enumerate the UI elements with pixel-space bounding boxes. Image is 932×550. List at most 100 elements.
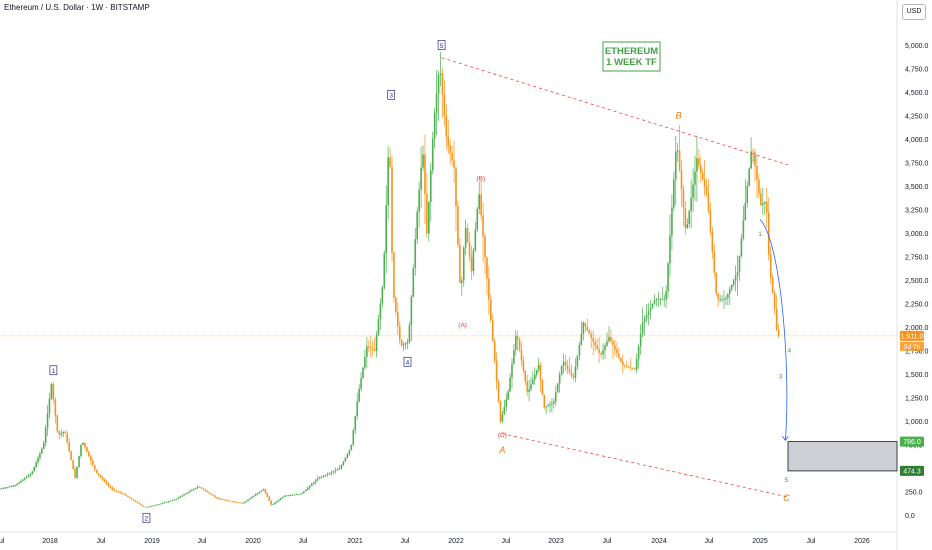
candle-body	[590, 334, 593, 338]
candle	[435, 70, 438, 136]
candle-body	[476, 208, 479, 230]
wave-label: (A)	[458, 322, 467, 329]
candle	[295, 493, 297, 496]
candle-body	[725, 298, 727, 300]
candle	[314, 478, 317, 485]
candle	[299, 493, 301, 495]
candle-body	[227, 500, 230, 502]
candle	[586, 318, 589, 332]
candle	[534, 367, 536, 385]
candle	[715, 272, 718, 296]
candles	[0, 52, 780, 508]
candle	[214, 494, 216, 499]
candle-body	[566, 365, 569, 370]
candle	[278, 499, 280, 502]
candle	[279, 497, 282, 501]
candle	[179, 496, 181, 499]
wave-label: (B)	[477, 175, 486, 182]
candle	[330, 470, 333, 476]
candle	[119, 490, 121, 494]
candle-body	[183, 494, 185, 496]
wave-label-box	[49, 365, 58, 376]
candle	[445, 104, 448, 150]
candle-body	[490, 299, 492, 321]
candle	[127, 495, 129, 498]
y-tick-label: 4,500.0	[905, 90, 928, 97]
candle-body	[594, 341, 596, 346]
candle-body	[582, 322, 585, 334]
candle	[400, 339, 403, 347]
candle-body	[200, 487, 203, 489]
target-zone	[787, 441, 898, 472]
countdown-bg	[900, 341, 924, 351]
candle-body	[94, 465, 96, 470]
candle-body	[74, 469, 76, 478]
candle-body	[528, 389, 530, 392]
candle-body	[373, 349, 376, 351]
currency-button[interactable]: USD	[902, 4, 926, 20]
candle-body	[385, 205, 388, 254]
candle	[414, 227, 417, 276]
candle	[358, 383, 360, 403]
candle-body	[127, 495, 129, 497]
candle	[610, 329, 612, 344]
candle-body	[276, 501, 278, 503]
candle	[14, 484, 17, 487]
candle	[387, 146, 389, 220]
candle-body	[738, 255, 741, 272]
candle-body	[612, 341, 614, 346]
candle-body	[647, 311, 650, 315]
candle	[42, 440, 45, 450]
wave-label: A	[498, 445, 505, 455]
candle	[431, 131, 434, 175]
wave-label-text: 1	[52, 368, 56, 375]
candle-body	[696, 158, 698, 172]
candle	[618, 347, 620, 359]
candle-body	[657, 299, 660, 301]
candle	[208, 491, 211, 494]
candle	[410, 294, 413, 342]
candle-body	[509, 377, 511, 392]
candle	[564, 355, 567, 372]
candle-body	[732, 280, 735, 285]
candle	[161, 502, 164, 504]
candle-body	[426, 194, 428, 234]
x-tick-label: Jul	[705, 538, 714, 545]
candle-body	[395, 297, 397, 313]
candle-body	[173, 499, 176, 501]
candle-body	[189, 491, 191, 493]
candle	[453, 140, 455, 183]
candle	[332, 470, 335, 475]
candle-body	[305, 489, 307, 492]
candle-body	[41, 448, 43, 454]
wave-label-text: 2	[145, 516, 149, 523]
candle	[771, 273, 774, 294]
candle	[756, 154, 758, 199]
zone-top-tag-bg	[900, 436, 924, 447]
candle	[247, 499, 249, 502]
candle	[322, 475, 325, 479]
wave-label-text: (C)	[498, 432, 507, 439]
candle	[461, 276, 463, 296]
title-box-line: ETHEREUM	[605, 46, 658, 57]
candle-body	[318, 477, 321, 479]
candle	[449, 139, 451, 165]
candle-body	[639, 333, 642, 347]
candle	[758, 174, 760, 199]
candle	[260, 490, 263, 493]
candle-body	[598, 349, 600, 354]
candle-body	[404, 343, 407, 345]
candle	[673, 171, 675, 212]
candle	[381, 285, 384, 308]
candle-body	[406, 342, 409, 344]
candle	[231, 500, 234, 502]
candle-body	[410, 296, 413, 326]
candle	[287, 495, 290, 497]
candle-body	[78, 455, 80, 467]
candle-body	[340, 465, 343, 469]
candle-body	[364, 356, 366, 368]
candle-body	[678, 150, 681, 170]
candle-body	[310, 484, 313, 486]
candle-body	[10, 486, 13, 488]
